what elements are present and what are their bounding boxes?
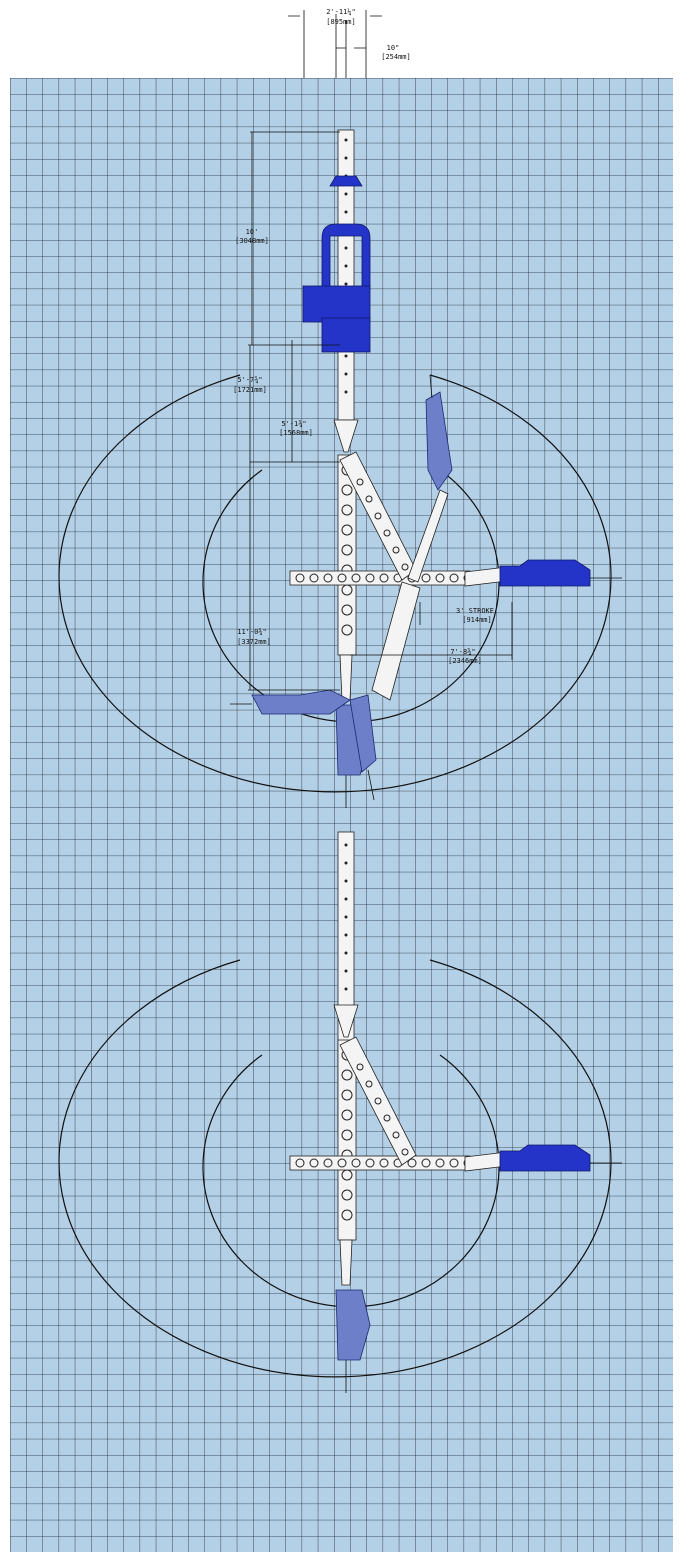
dim-label: 2'-11¼"	[326, 8, 356, 16]
mast-hole	[345, 970, 348, 973]
mast-hole	[345, 139, 348, 142]
mast-hole	[345, 265, 348, 268]
mast-hole	[345, 916, 348, 919]
dim-label: [1568mm]	[279, 429, 313, 437]
dim-label: 11'-0¾"	[237, 628, 267, 636]
mast-hole	[345, 934, 348, 937]
dim-label: [2346mm]	[448, 657, 482, 665]
mast-hole	[345, 898, 348, 901]
lower-link	[340, 1240, 352, 1285]
dim-label: [895mm]	[326, 18, 356, 26]
drawing: 2'-11¼" [895mm] 10" [254mm] 10' [3048mm]…	[0, 0, 683, 1552]
dim-label: 10"	[387, 44, 400, 52]
cap	[330, 176, 362, 186]
mast	[338, 130, 354, 420]
mast-hole	[345, 283, 348, 286]
lower-link	[340, 655, 352, 700]
mast-hole	[345, 844, 348, 847]
mast-hole	[345, 193, 348, 196]
mast-hole	[345, 157, 348, 160]
body-lower	[322, 318, 370, 352]
dim-label: [914mm]	[462, 616, 492, 624]
mast-hole	[345, 862, 348, 865]
dim-label: [3372mm]	[237, 638, 271, 646]
dim-label: 5'-1¾"	[281, 420, 306, 428]
mast-hole	[345, 952, 348, 955]
dim-label: 3' STROKE	[456, 607, 494, 615]
mast-hole	[345, 247, 348, 250]
mast-hole	[345, 355, 348, 358]
mast-hole	[345, 211, 348, 214]
mast-hole	[345, 988, 348, 991]
mast-hole	[345, 880, 348, 883]
mast-hole	[345, 391, 348, 394]
dim-label: [254mm]	[381, 53, 411, 61]
mast-hole	[345, 373, 348, 376]
body	[303, 286, 370, 322]
